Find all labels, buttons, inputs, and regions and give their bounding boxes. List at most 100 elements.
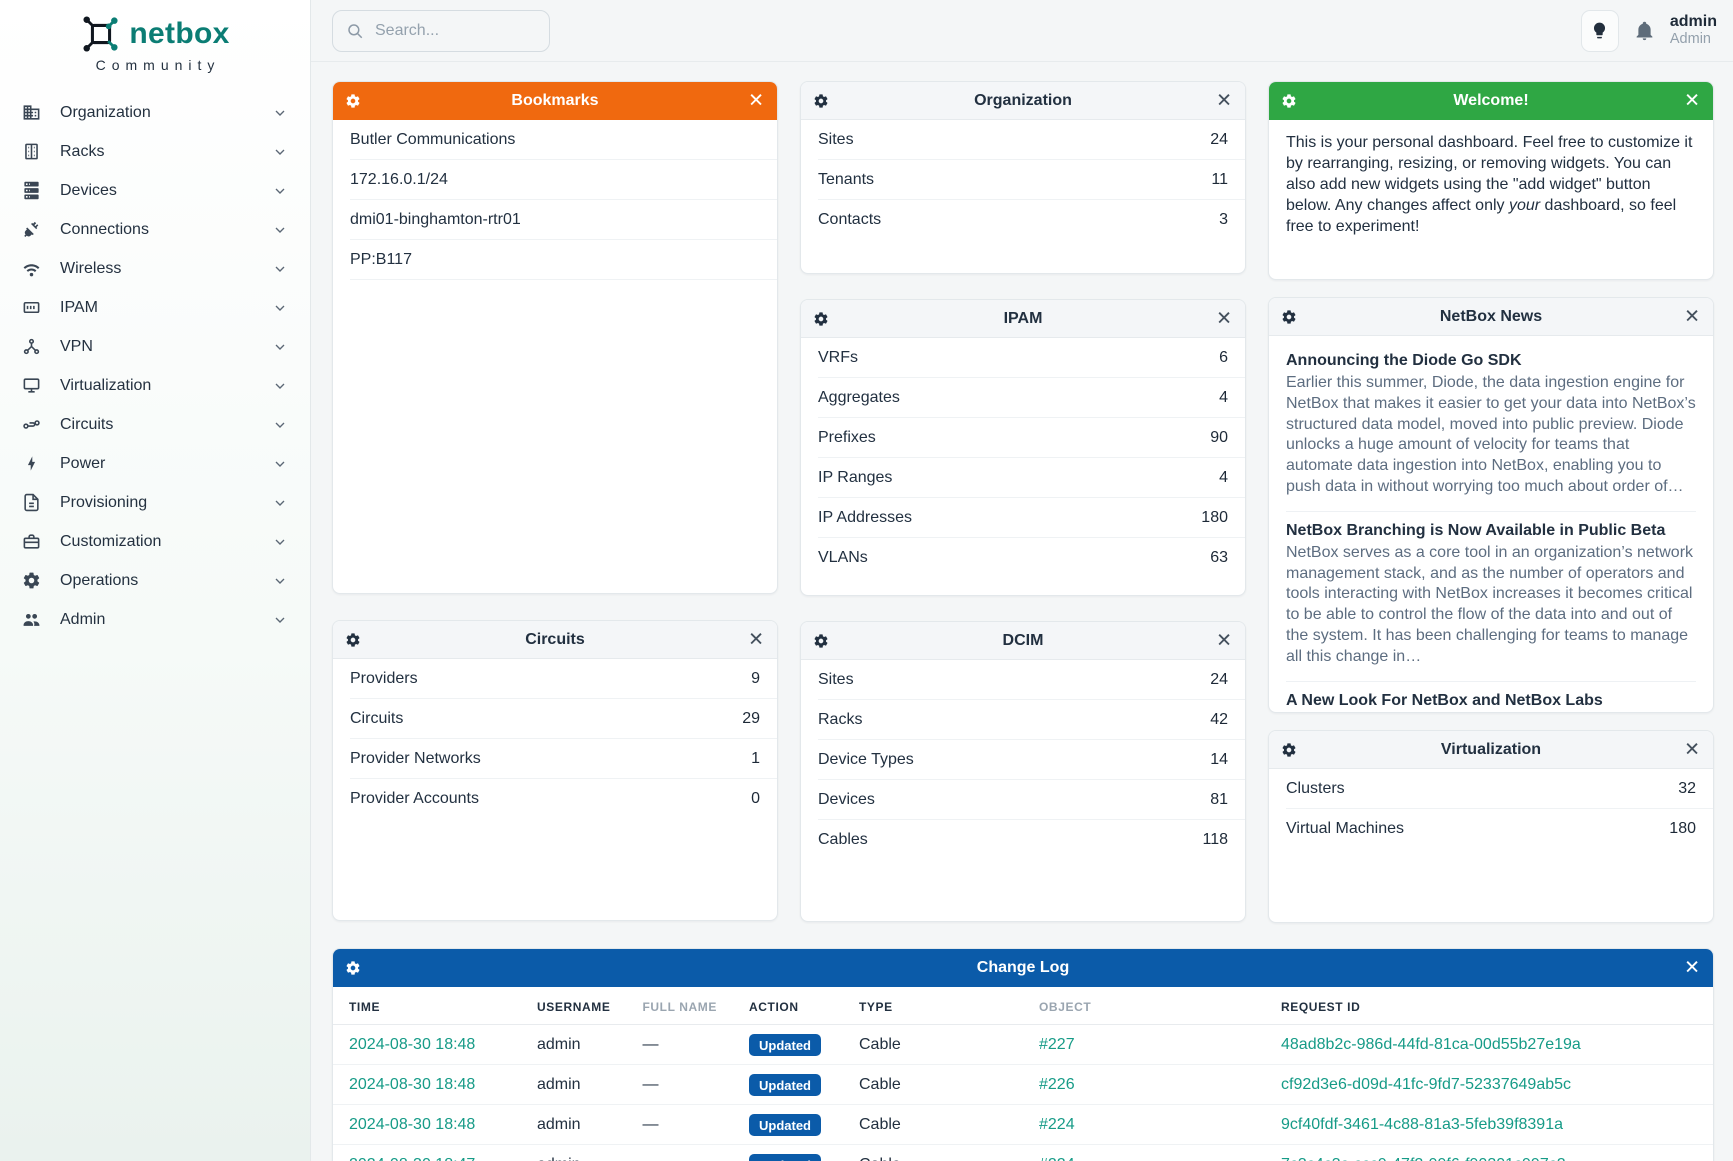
sidebar-item-devices[interactable]: Devices [0, 171, 310, 210]
stat-row[interactable]: Device Types 14 [818, 740, 1245, 780]
news-headline[interactable]: A New Look For NetBox and NetBox Labs [1286, 691, 1603, 709]
search-box[interactable] [332, 9, 550, 52]
stat-row[interactable]: IP Addresses 180 [818, 498, 1245, 538]
close-icon[interactable]: ✕ [1216, 308, 1232, 329]
sidebar-item-connections[interactable]: Connections [0, 210, 310, 249]
gear-icon[interactable] [813, 93, 829, 109]
stat-row[interactable]: Sites 24 [818, 660, 1245, 700]
stat-row[interactable]: Virtual Machines 180 [1286, 820, 1696, 837]
change-object-link[interactable]: #226 [1039, 1075, 1075, 1093]
sidebar-item-circuits[interactable]: Circuits [0, 405, 310, 444]
widget-ipam: IPAM ✕ VRFs 6 Aggregates 4 Prefixes 90 IP R… [800, 299, 1246, 596]
change-request-id-link[interactable]: 7c3c4c3c-ccc9-47f2-99f6-f90301c997c2 [1281, 1156, 1566, 1161]
close-icon[interactable]: ✕ [748, 90, 764, 111]
change-request-id-link[interactable]: 48ad8b2c-986d-44fd-81ca-00d55b27e19a [1281, 1035, 1581, 1053]
close-icon[interactable]: ✕ [1684, 739, 1700, 760]
close-icon[interactable]: ✕ [748, 629, 764, 650]
brand[interactable]: netbox Community [0, 0, 310, 79]
sidebar-item-provisioning[interactable]: Provisioning [0, 483, 310, 522]
column-header-type[interactable]: TYPE [843, 987, 1023, 1025]
change-time-link[interactable]: 2024-08-30 18:48 [349, 1075, 476, 1093]
sidebar-item-wireless[interactable]: Wireless [0, 249, 310, 288]
news-headline[interactable]: Announcing the Diode Go SDK [1286, 352, 1522, 369]
column-header-action[interactable]: ACTION [733, 987, 843, 1025]
gear-icon[interactable] [345, 632, 361, 648]
sidebar-item-label: Provisioning [60, 493, 148, 511]
chevron-down-icon [272, 339, 288, 355]
stat-row[interactable]: VLANs 63 [818, 549, 1228, 566]
gear-icon[interactable] [1281, 309, 1297, 325]
bookmark-item[interactable]: 172.16.0.1/24 [350, 160, 777, 200]
stat-row[interactable]: Providers 9 [350, 659, 777, 699]
widget-title: DCIM [1002, 631, 1044, 649]
change-time-link[interactable]: 2024-08-30 18:48 [349, 1115, 476, 1133]
close-icon[interactable]: ✕ [1684, 306, 1700, 327]
stat-row[interactable]: Provider Accounts 0 [350, 790, 760, 807]
change-request-id-link[interactable]: cf92d3e6-d09d-41fc-9fd7-52337649ab5c [1281, 1075, 1572, 1093]
stat-row[interactable]: Circuits 29 [350, 699, 777, 739]
close-icon[interactable]: ✕ [1684, 957, 1700, 978]
sidebar-item-ipam[interactable]: IPAM [0, 288, 310, 327]
gear-icon[interactable] [813, 311, 829, 327]
stat-row[interactable]: Sites 24 [818, 120, 1245, 160]
stat-row[interactable]: Contacts 3 [818, 211, 1228, 228]
search-input[interactable] [375, 21, 536, 40]
stat-row[interactable]: Provider Networks 1 [350, 739, 777, 779]
change-object-link[interactable]: #224 [1039, 1156, 1075, 1161]
column-header-object[interactable]: OBJECT [1023, 987, 1265, 1025]
column-header-full-name[interactable]: FULL NAME [626, 987, 733, 1025]
stat-row[interactable]: Cables 118 [818, 831, 1228, 848]
change-object-link[interactable]: #224 [1039, 1115, 1075, 1133]
widget-title: Circuits [525, 630, 585, 648]
provisioning-icon [22, 493, 44, 513]
sidebar-item-racks[interactable]: Racks [0, 132, 310, 171]
operations-icon [22, 571, 44, 591]
sidebar-item-admin[interactable]: Admin [0, 600, 310, 639]
widget-title: Change Log [976, 958, 1070, 976]
bookmark-item[interactable]: Butler Communications [350, 120, 777, 160]
news-headline[interactable]: NetBox Branching is Now Available in Pub… [1286, 521, 1666, 539]
close-icon[interactable]: ✕ [1216, 630, 1232, 651]
notifications-button[interactable] [1634, 20, 1655, 41]
change-time-link[interactable]: 2024-08-30 18:47 [349, 1156, 475, 1161]
stat-row[interactable]: Devices 81 [818, 780, 1245, 820]
sidebar-item-organization[interactable]: Organization [0, 93, 310, 132]
gear-icon[interactable] [813, 633, 829, 649]
stat-row[interactable]: Prefixes 90 [818, 418, 1245, 458]
stat-row[interactable]: Racks 42 [818, 700, 1245, 740]
chevron-down-icon [272, 534, 288, 550]
sidebar-item-operations[interactable]: Operations [0, 561, 310, 600]
sidebar-item-label: Admin [60, 610, 106, 628]
theme-toggle-button[interactable] [1580, 9, 1619, 52]
stat-row[interactable]: VRFs 6 [818, 338, 1245, 378]
stat-row[interactable]: Clusters 32 [1286, 769, 1713, 809]
close-icon[interactable]: ✕ [1216, 90, 1232, 111]
change-request-id-link[interactable]: 9cf40fdf-3461-4c88-81a3-5feb39f8391a [1281, 1115, 1563, 1133]
sidebar-item-virtualization[interactable]: Virtualization [0, 366, 310, 405]
stat-value: 180 [1201, 508, 1228, 526]
bookmark-item[interactable]: PP:B117 [350, 240, 777, 280]
change-object-link[interactable]: #227 [1039, 1035, 1075, 1053]
sidebar-item-power[interactable]: Power [0, 444, 310, 483]
widget-title: NetBox News [1439, 307, 1543, 325]
chevron-down-icon [272, 300, 288, 316]
bookmark-item[interactable]: dmi01-binghamton-rtr01 [350, 200, 777, 240]
stat-row[interactable]: IP Ranges 4 [818, 458, 1245, 498]
gear-icon[interactable] [1281, 93, 1297, 109]
close-icon[interactable]: ✕ [1684, 90, 1700, 111]
change-time-link[interactable]: 2024-08-30 18:48 [349, 1035, 476, 1053]
widget-bookmarks: Bookmarks ✕ Butler Communications 172.16… [332, 81, 778, 594]
stat-value: 11 [1211, 170, 1228, 188]
column-header-username[interactable]: USERNAME [521, 987, 627, 1025]
user-menu[interactable]: admin Admin [1670, 13, 1717, 48]
gear-icon[interactable] [345, 960, 361, 976]
sidebar-item-customization[interactable]: Customization [0, 522, 310, 561]
change-full-name: — [626, 1024, 733, 1065]
stat-row[interactable]: Tenants 11 [818, 160, 1245, 200]
gear-icon[interactable] [1281, 742, 1297, 758]
column-header-request-id[interactable]: REQUEST ID [1265, 987, 1713, 1025]
stat-row[interactable]: Aggregates 4 [818, 378, 1245, 418]
column-header-time[interactable]: TIME [333, 987, 521, 1025]
gear-icon[interactable] [345, 93, 361, 109]
sidebar-item-vpn[interactable]: VPN [0, 327, 310, 366]
